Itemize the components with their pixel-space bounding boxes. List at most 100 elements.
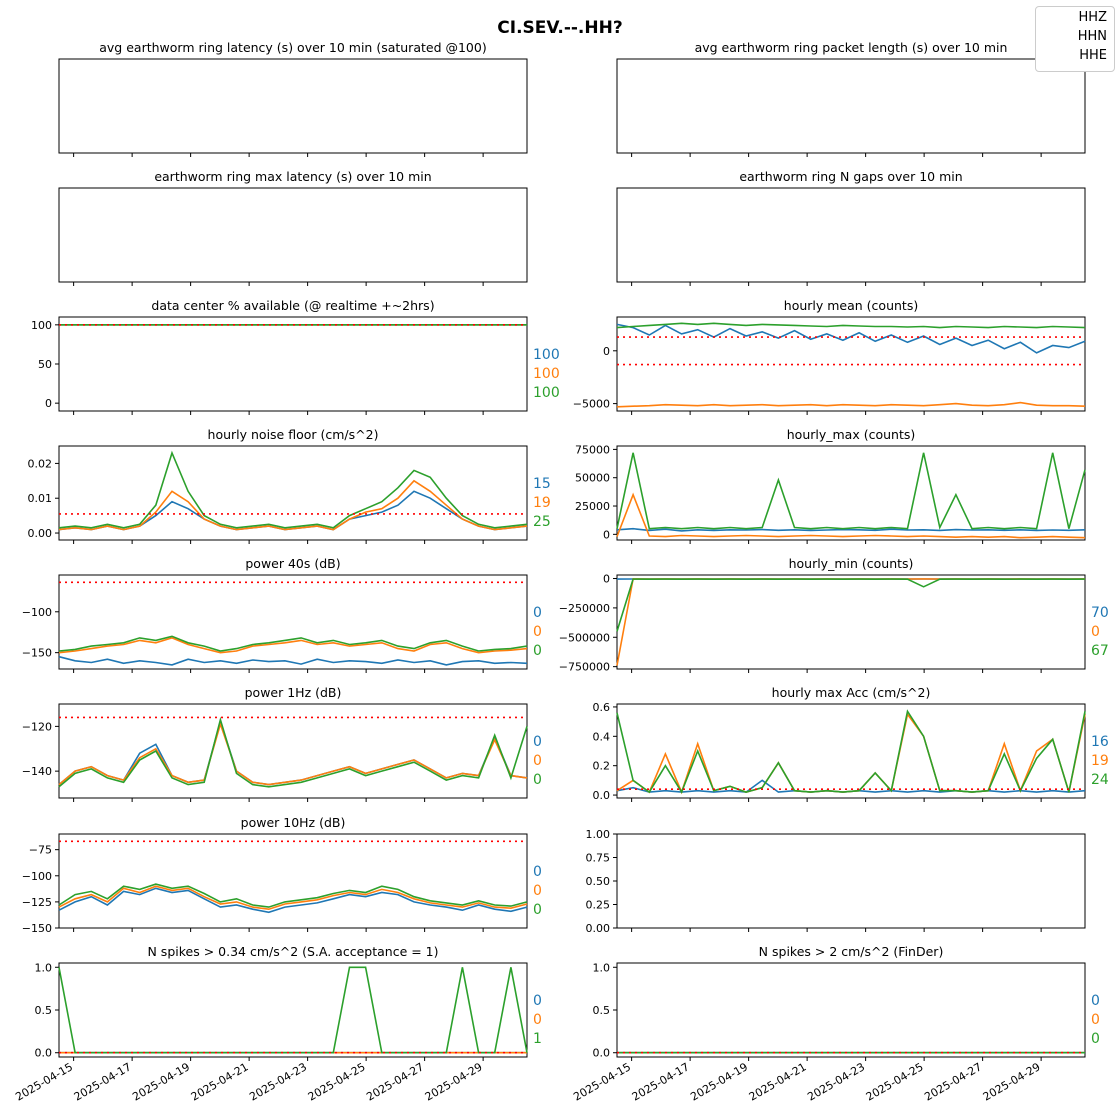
subplot-title: power 1Hz (dB): [245, 685, 342, 700]
axes-frame: [616, 445, 1086, 541]
y-tick-label: 0: [603, 528, 610, 541]
subplot-p1: power 1Hz (dB) −140 −120 0 0 0: [22, 685, 542, 802]
side-value-hhn: 19: [1091, 753, 1109, 769]
y-tick-label: 1.0: [593, 961, 611, 974]
axes-frame: [58, 703, 528, 799]
y-tick-label: 0.6: [593, 701, 611, 714]
subplot-title: earthworm ring N gaps over 10 min: [739, 169, 962, 184]
y-tick-label: 0.0: [593, 789, 611, 802]
series-line-hhn: [58, 637, 528, 654]
subplot-spikes2: N spikes > 2 cm/s^2 (FinDer)2025-04-1520…: [571, 944, 1100, 1104]
y-tick-label: −5000: [573, 398, 610, 411]
series-line-hhe: [58, 450, 528, 529]
subplot-p40: power 40s (dB) −150 −100 0 0 0: [22, 556, 542, 673]
subplot-avail: data center % available (@ realtime +~2h…: [31, 298, 560, 415]
series-line-hhe: [616, 452, 1086, 530]
y-tick-label: 0.50: [586, 875, 611, 888]
y-tick-label: 0: [603, 573, 610, 586]
subplot-title: hourly_min (counts): [789, 556, 914, 571]
subplot-latency_avg: avg earthworm ring latency (s) over 10 m…: [58, 40, 528, 157]
y-tick-label: −150: [22, 647, 52, 660]
y-tick-label: −100: [22, 606, 52, 619]
legend-item-hhz: HHZ: [1078, 10, 1107, 25]
subplot-title: earthworm ring max latency (s) over 10 m…: [154, 169, 431, 184]
series-line-hhz: [58, 655, 528, 666]
legend-item-hhe: HHE: [1079, 48, 1107, 63]
y-tick-label: −250000: [559, 602, 610, 615]
side-value-hhe: 1: [533, 1031, 542, 1047]
subplot-title: hourly max Acc (cm/s^2): [772, 685, 931, 700]
y-tick-label: 75000: [575, 443, 610, 456]
y-tick-label: 0.02: [28, 457, 53, 470]
subplot-amax: hourly max Acc (cm/s^2) 0.0 0.2 0.4 0.6 16 19 2…: [593, 685, 1109, 802]
axes-frame: [58, 574, 528, 670]
axes-frame: [616, 574, 1086, 670]
subplot-p10: power 10Hz (dB) −150 −125 −100 −75 0 0 0: [22, 815, 542, 935]
side-value-hhe: 0: [533, 643, 542, 659]
axes-frame: [616, 833, 1086, 929]
y-tick-label: 0: [603, 345, 610, 358]
subplot-n_gaps: earthworm ring N gaps over 10 min: [616, 169, 1086, 286]
y-tick-label: 0.2: [593, 760, 611, 773]
series-line-hhz: [58, 887, 528, 914]
side-value-hhn: 0: [533, 753, 542, 769]
y-tick-label: −120: [22, 720, 52, 733]
figure-title: CI.SEV.--.HH?: [497, 18, 623, 38]
x-tick-label: 2025-04-25: [306, 1060, 368, 1103]
axes-frame: [58, 316, 528, 412]
x-tick-label: 2025-04-23: [805, 1060, 867, 1103]
subplot-packet_len: avg earthworm ring packet length (s) ove…: [616, 40, 1086, 157]
series-line-hhe: [58, 966, 528, 1054]
x-tick-label: 2025-04-27: [922, 1060, 984, 1103]
subplot-noise: hourly noise floor (cm/s^2) 0.00 0.01 0.02 1…: [28, 427, 551, 544]
axes-frame: [58, 445, 528, 541]
side-value-hhe: 0: [533, 902, 542, 918]
subplot-title: power 40s (dB): [245, 556, 340, 571]
series-line-hhz: [616, 527, 1086, 532]
y-tick-label: −750000: [559, 661, 610, 674]
series-line-hhz: [616, 323, 1086, 354]
y-tick-label: 50000: [575, 472, 610, 485]
y-tick-label: 0.25: [586, 899, 611, 912]
series-line-hhn: [616, 492, 1086, 539]
side-value-hhz: 70: [1091, 605, 1109, 621]
y-tick-label: 0.00: [586, 922, 611, 935]
side-value-hhz: 16: [1091, 734, 1109, 750]
subplot-spikes034: N spikes > 0.34 cm/s^2 (S.A. acceptance …: [13, 944, 542, 1104]
axes-frame: [58, 187, 528, 283]
x-tick-label: 2025-04-25: [864, 1060, 926, 1103]
side-value-hhz: 0: [1091, 993, 1100, 1009]
side-value-hhz: 15: [533, 476, 551, 492]
axes-frame: [58, 58, 528, 154]
x-tick-label: 2025-04-17: [630, 1060, 692, 1103]
y-tick-label: 50: [38, 358, 52, 371]
side-value-hhn: 0: [533, 1012, 542, 1028]
subplot-latency_max: earthworm ring max latency (s) over 10 m…: [58, 169, 528, 286]
series-line-hhe: [616, 322, 1086, 329]
y-tick-label: 0.01: [28, 492, 53, 505]
side-value-hhe: 0: [533, 772, 542, 788]
x-tick-label: 2025-04-29: [981, 1060, 1043, 1103]
y-tick-label: 1.00: [586, 828, 611, 841]
subplot-hmax: hourly_max (counts) 0 25000 50000 75000: [575, 427, 1086, 544]
side-value-hhn: 0: [533, 624, 542, 640]
y-tick-label: 0.5: [593, 1004, 611, 1017]
axes-frame: [616, 703, 1086, 799]
series-line-hhn: [616, 712, 1086, 795]
side-value-hhe: 24: [1091, 772, 1109, 788]
legend-item-hhn: HHN: [1077, 29, 1107, 44]
subplot-title: power 10Hz (dB): [241, 815, 346, 830]
series-line-hhn: [58, 479, 528, 531]
subplot-mean: hourly mean (counts) −5000 0: [573, 298, 1086, 415]
subplot-title: hourly mean (counts): [784, 298, 918, 313]
series-line-hhe: [58, 635, 528, 652]
side-value-hhz: 100: [533, 347, 560, 363]
y-tick-label: −500000: [559, 631, 610, 644]
subplot-empty: 0.00 0.25 0.50 0.75 1.00: [586, 828, 1086, 935]
y-tick-label: −100: [22, 870, 52, 883]
subplot-title: data center % available (@ realtime +~2h…: [151, 298, 434, 313]
y-tick-label: 1.0: [35, 961, 53, 974]
axes-frame: [58, 833, 528, 929]
legend: HHZ HHN HHE: [1035, 6, 1115, 72]
y-tick-label: −125: [22, 896, 52, 909]
